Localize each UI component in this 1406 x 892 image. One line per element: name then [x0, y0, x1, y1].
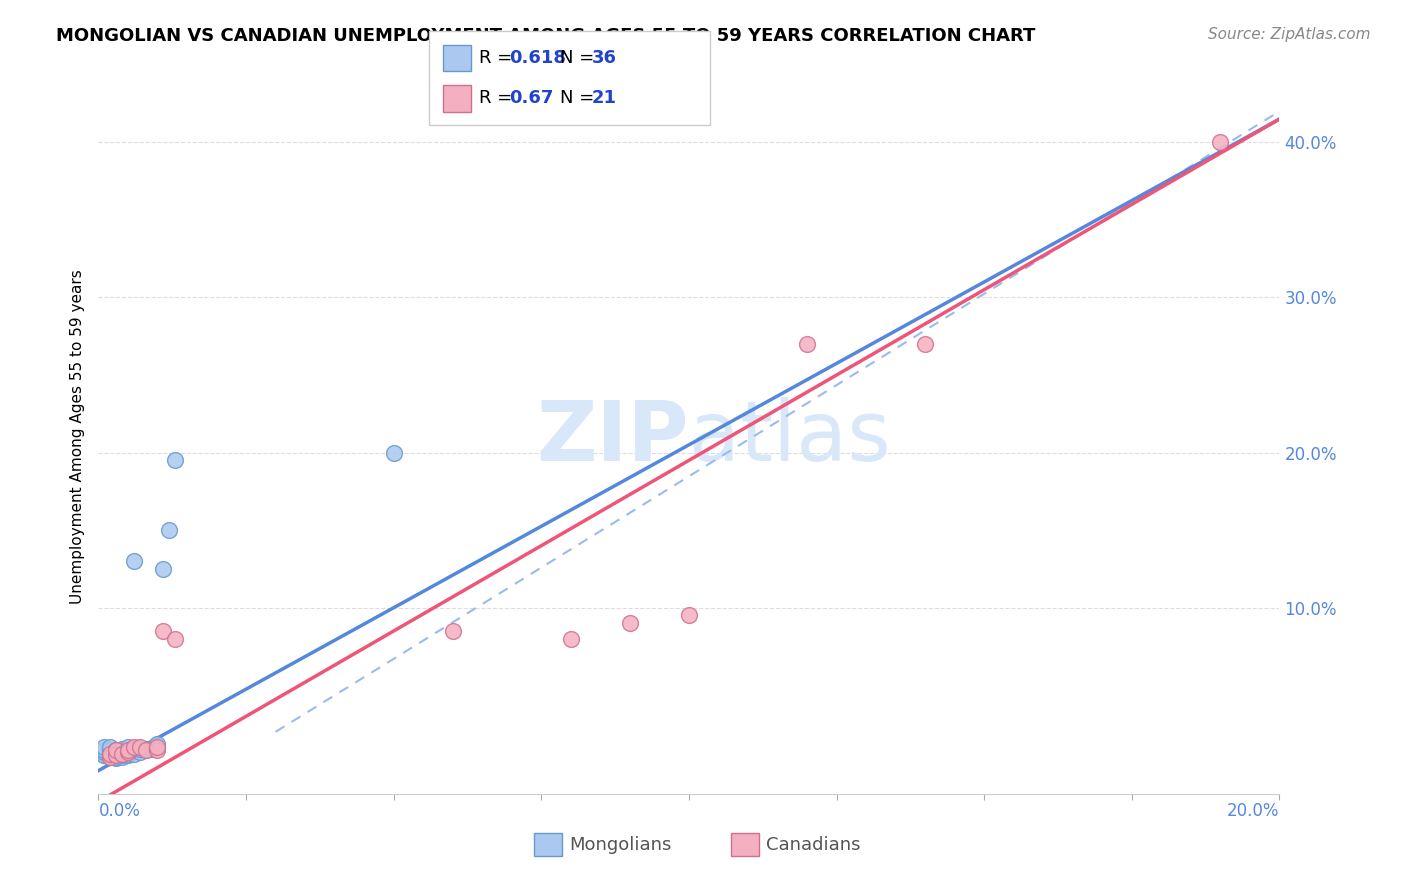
Point — [111, 748, 134, 763]
Point — [146, 743, 169, 757]
Point — [111, 742, 134, 756]
Point — [93, 740, 115, 755]
Text: Source: ZipAtlas.com: Source: ZipAtlas.com — [1208, 27, 1371, 42]
Point — [560, 632, 582, 646]
Point — [135, 742, 157, 756]
Point — [152, 562, 174, 576]
Point — [128, 742, 150, 756]
Point — [98, 748, 121, 763]
Point — [678, 608, 700, 623]
Point — [117, 740, 139, 755]
Text: 21: 21 — [592, 89, 617, 107]
Point — [111, 747, 134, 761]
Point — [165, 632, 187, 646]
Point — [111, 745, 134, 759]
Text: atlas: atlas — [689, 397, 890, 477]
Text: 0.67: 0.67 — [509, 89, 554, 107]
Point — [105, 748, 128, 763]
Point — [105, 751, 128, 765]
Point — [146, 740, 169, 755]
Point — [152, 624, 174, 638]
Point — [98, 749, 121, 764]
Point — [122, 554, 145, 568]
Point — [98, 743, 121, 757]
Point — [157, 523, 180, 537]
Point — [796, 337, 818, 351]
Point — [93, 745, 115, 759]
Text: 20.0%: 20.0% — [1227, 802, 1279, 820]
Text: Canadians: Canadians — [766, 836, 860, 854]
Point — [619, 616, 641, 631]
Point — [98, 749, 121, 764]
Point — [128, 745, 150, 759]
Point — [914, 337, 936, 351]
Point — [141, 742, 163, 756]
Text: R =: R = — [479, 49, 519, 67]
Point — [117, 747, 139, 761]
Point — [135, 743, 157, 757]
Point — [117, 743, 139, 757]
Point — [105, 743, 128, 757]
Point — [98, 747, 121, 761]
Point — [117, 748, 139, 763]
Point — [93, 743, 115, 757]
Text: MONGOLIAN VS CANADIAN UNEMPLOYMENT AMONG AGES 55 TO 59 YEARS CORRELATION CHART: MONGOLIAN VS CANADIAN UNEMPLOYMENT AMONG… — [56, 27, 1036, 45]
Text: 36: 36 — [592, 49, 617, 67]
Point — [165, 453, 187, 467]
Point — [105, 743, 128, 757]
Point — [146, 737, 169, 751]
Point — [93, 748, 115, 763]
Point — [98, 747, 121, 761]
Text: 0.618: 0.618 — [509, 49, 567, 67]
Point — [105, 749, 128, 764]
Point — [122, 743, 145, 757]
Point — [111, 749, 134, 764]
Text: 0.0%: 0.0% — [98, 802, 141, 820]
Point — [98, 740, 121, 755]
Point — [146, 740, 169, 755]
Point — [117, 745, 139, 759]
Point — [135, 743, 157, 757]
Point — [441, 624, 464, 638]
Text: Mongolians: Mongolians — [569, 836, 672, 854]
Point — [105, 747, 128, 761]
Point — [382, 445, 405, 459]
Point — [128, 740, 150, 755]
Text: R =: R = — [479, 89, 519, 107]
Y-axis label: Unemployment Among Ages 55 to 59 years: Unemployment Among Ages 55 to 59 years — [69, 269, 84, 605]
Point — [117, 743, 139, 757]
Point — [93, 748, 115, 763]
Point — [122, 740, 145, 755]
Point — [122, 747, 145, 761]
Text: N =: N = — [560, 89, 599, 107]
Text: N =: N = — [560, 49, 599, 67]
Point — [1209, 136, 1232, 150]
Text: ZIP: ZIP — [537, 397, 689, 477]
